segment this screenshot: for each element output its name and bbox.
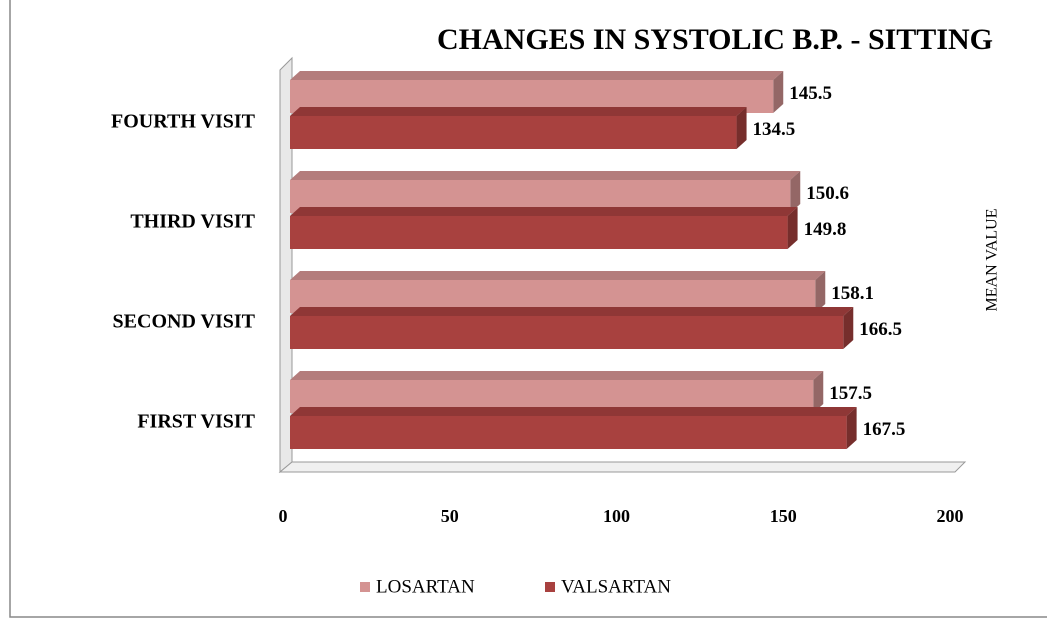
bar-side xyxy=(843,307,854,349)
y-tick-label: SECOND VISIT xyxy=(113,311,256,333)
bar-top xyxy=(290,107,747,116)
data-label: 134.5 xyxy=(753,119,796,140)
bar xyxy=(290,216,788,249)
bar-top xyxy=(290,407,857,416)
data-label: 166.5 xyxy=(859,319,902,340)
bar-top xyxy=(290,271,826,280)
x-tick-label: 100 xyxy=(603,506,630,526)
x-tick-label: 200 xyxy=(937,506,964,526)
bar xyxy=(290,116,737,149)
bar-top xyxy=(290,71,784,80)
axis-label: MEAN VALUE xyxy=(984,209,1001,312)
bar-top xyxy=(290,371,824,380)
data-label: 145.5 xyxy=(789,83,832,104)
x-tick-label: 150 xyxy=(770,506,797,526)
chart-frame xyxy=(9,0,1047,618)
floor xyxy=(278,461,967,473)
legend-label: LOSARTAN xyxy=(376,576,475,597)
x-tick-label: 0 xyxy=(279,506,288,526)
bar xyxy=(290,416,847,449)
x-tick-label: 50 xyxy=(441,506,459,526)
data-label: 157.5 xyxy=(829,383,872,404)
data-label: 167.5 xyxy=(863,419,906,440)
bar-side xyxy=(773,71,784,113)
y-tick-label: FIRST VISIT xyxy=(137,411,255,433)
bar-top xyxy=(290,171,801,180)
chart-title: CHANGES IN SYSTOLIC B.P. - SITTING xyxy=(437,23,993,56)
bar-side xyxy=(815,271,826,313)
data-label: 158.1 xyxy=(831,283,874,304)
bar-side xyxy=(790,171,801,213)
y-tick-label: THIRD VISIT xyxy=(130,211,255,233)
bar-side xyxy=(736,107,747,149)
bar xyxy=(290,316,844,349)
data-label: 150.6 xyxy=(806,183,849,204)
bar-side xyxy=(813,371,824,413)
bar-top xyxy=(290,307,854,316)
y-tick-label: FOURTH VISIT xyxy=(111,111,256,133)
legend-swatch xyxy=(545,582,555,592)
legend-label: VALSARTAN xyxy=(561,576,671,597)
data-label: 149.8 xyxy=(804,219,847,240)
legend-swatch xyxy=(360,582,370,592)
bar-side xyxy=(787,207,798,249)
bar-side xyxy=(846,407,857,449)
bar-top xyxy=(290,207,798,216)
